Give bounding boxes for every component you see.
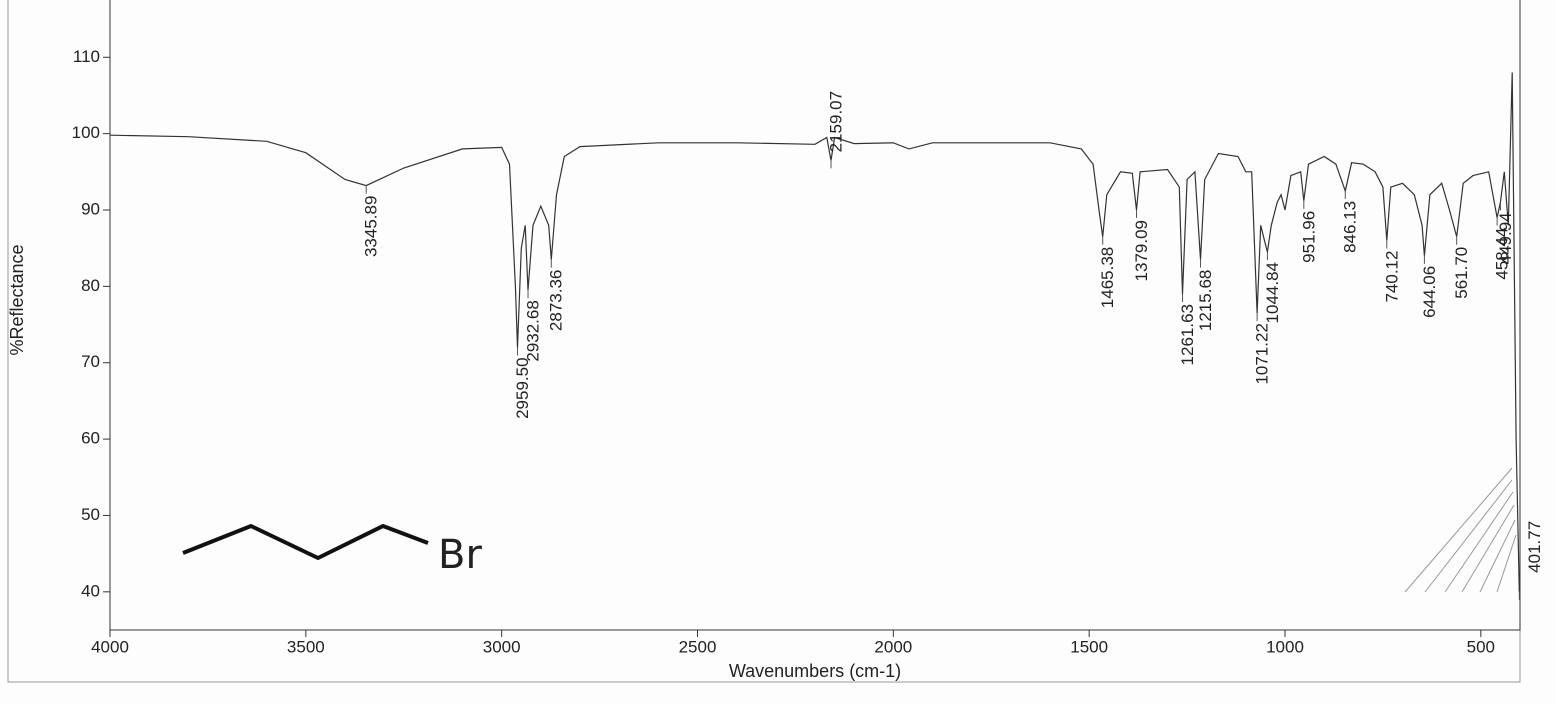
peak-label: 449.94: [1496, 212, 1515, 264]
peak-label: 1379.09: [1132, 220, 1151, 281]
x-tick-label: 1000: [1266, 637, 1304, 656]
x-tick-label: 4000: [91, 637, 129, 656]
peak-label: 1465.38: [1098, 247, 1117, 308]
peak-label: 401.77: [1525, 521, 1544, 573]
y-tick-label: 110: [73, 47, 100, 66]
peak-label: 2873.36: [547, 270, 566, 331]
peak-label: 1261.63: [1178, 304, 1197, 365]
x-tick-label: 2500: [679, 637, 717, 656]
frame: [7, 0, 1521, 683]
structure-label: Br: [438, 532, 482, 578]
y-tick-label: 90: [81, 199, 100, 218]
y-tick-label: 50: [81, 505, 100, 524]
x-tick-label: 2000: [874, 637, 912, 656]
peak-label: 2159.07: [827, 91, 846, 152]
peak-label: 561.70: [1452, 247, 1471, 299]
y-tick-label: 70: [81, 352, 100, 371]
peak-label: 2932.68: [524, 300, 543, 361]
spectrum-line: [109, 72, 1520, 592]
peak-label: 1215.68: [1196, 270, 1215, 331]
x-axis-label: Wavenumbers (cm-1): [729, 661, 901, 681]
peak-label: 458.44: [1493, 228, 1512, 280]
x-tick-label: 500: [1467, 637, 1495, 656]
x-tick-label: 3000: [483, 637, 521, 656]
peak-label: 1071.22: [1253, 323, 1272, 384]
x-tick-label: 1500: [1070, 637, 1108, 656]
peak-label: 846.13: [1341, 201, 1360, 253]
y-tick-label: 100: [72, 123, 100, 142]
peak-label: 644.06: [1420, 266, 1439, 318]
peak-label: 3345.89: [362, 196, 381, 257]
peak-label: 1044.84: [1263, 262, 1282, 323]
y-axis-label: %Reflectance: [7, 244, 27, 355]
y-tick-label: 40: [81, 581, 100, 600]
x-tick-label: 3500: [287, 637, 325, 656]
plot-area: [109, 0, 1521, 631]
y-tick-label: 80: [81, 276, 100, 295]
peak-label: 951.96: [1299, 211, 1318, 263]
y-tick-label: 60: [81, 429, 100, 448]
peak-label: 2959.50: [513, 357, 532, 418]
structure-drawing: [182, 524, 429, 560]
guide-lines: [1404, 467, 1517, 593]
peak-label: 740.12: [1382, 251, 1401, 303]
